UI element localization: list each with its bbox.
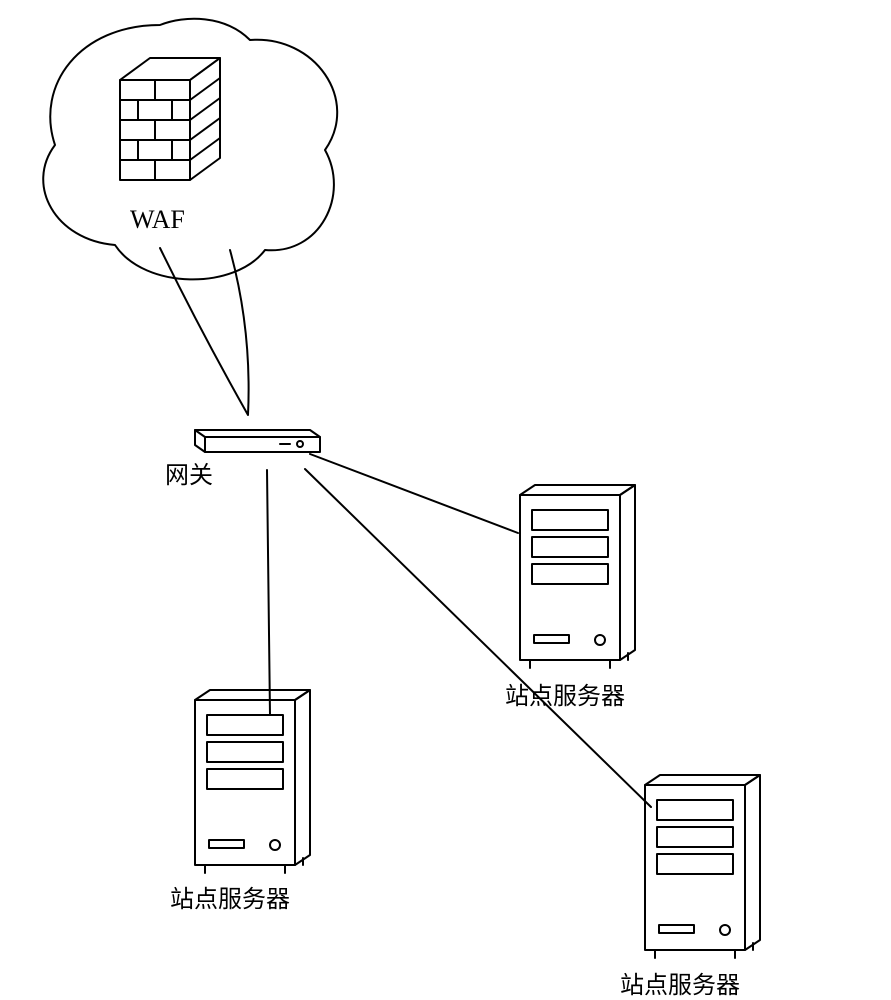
gateway-icon — [195, 430, 320, 452]
waf-label: WAF — [130, 205, 185, 235]
server1-label: 站点服务器 — [505, 676, 625, 711]
waf-icon — [120, 58, 220, 180]
gateway-label: 网关 — [165, 455, 213, 490]
diagram-stage: WAF 网关 站点服务器 站点服务器 站点服务器 — [0, 0, 891, 1000]
diagram-svg — [0, 0, 891, 1000]
edge-gateway-server2 — [267, 470, 270, 715]
server3-label: 站点服务器 — [620, 965, 740, 1000]
cloud-tail — [160, 248, 249, 415]
edge-gateway-server1 — [310, 454, 518, 533]
server2-icon — [195, 690, 310, 873]
server1-icon — [520, 485, 635, 668]
edge-gateway-server3 — [305, 469, 651, 807]
server3-icon — [645, 775, 760, 958]
server2-label: 站点服务器 — [170, 879, 290, 914]
